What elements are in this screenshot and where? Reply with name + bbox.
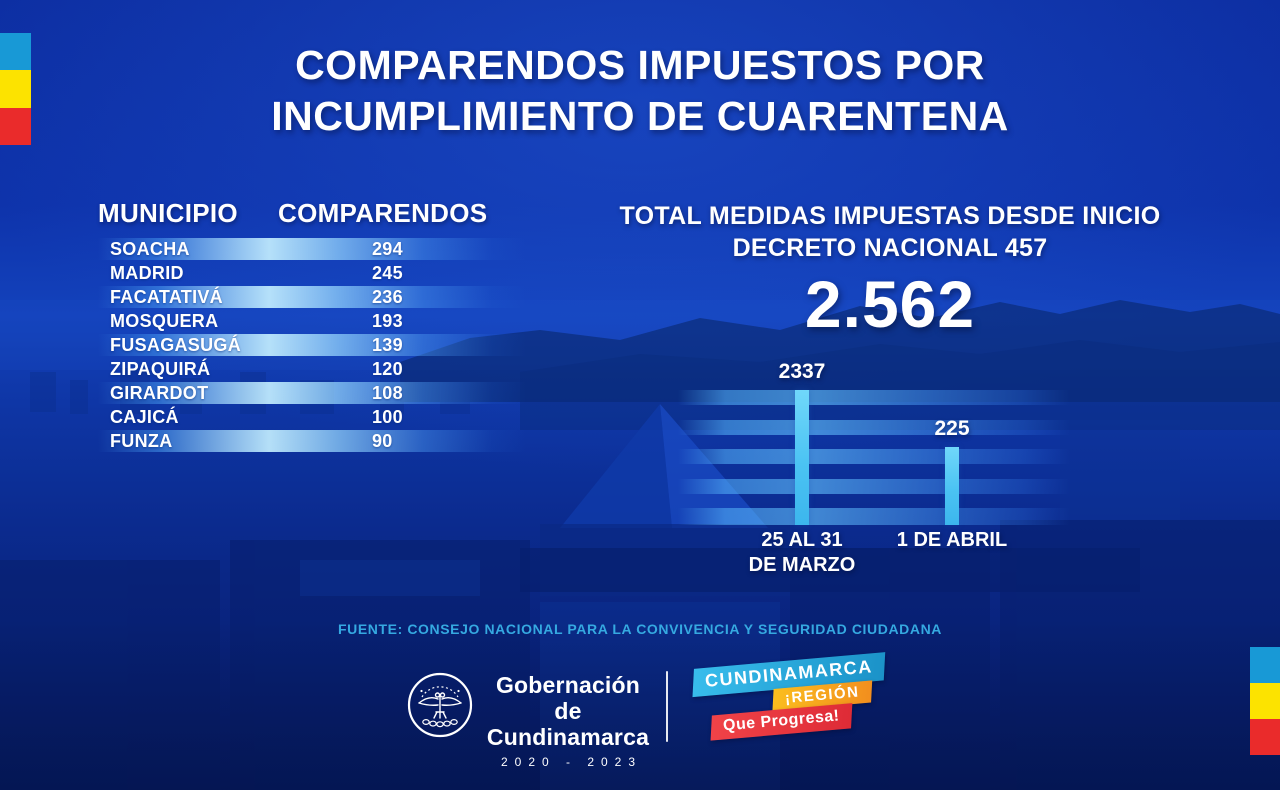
gobernacion-wordmark: Gobernación de Cundinamarca 2020 - 2023 [482, 672, 654, 769]
total-title-line2: DECRETO NACIONAL 457 [732, 234, 1048, 262]
municipality-name: MADRID [110, 262, 184, 283]
source-credit: FUENTE: CONSEJO NACIONAL PARA LA CONVIVE… [337, 621, 943, 637]
cundinamarca-flag-bottom-right [1250, 647, 1280, 755]
table-row: MADRID 245 [98, 261, 522, 285]
footer-divider [666, 671, 668, 742]
cundinamarca-flag-top-left [0, 33, 31, 145]
total-number: 2.562 [804, 267, 976, 341]
municipality-value: 100 [372, 406, 403, 427]
table-row: MOSQUERA 193 [98, 309, 522, 333]
municipality-value: 108 [372, 382, 403, 403]
gridline-stripe [678, 508, 1070, 525]
table-header: MUNICIPIO COMPARENDOS [98, 198, 522, 229]
municipality-value: 236 [372, 286, 403, 307]
municipality-value: 245 [372, 262, 403, 283]
total-measures-panel: TOTAL MEDIDAS IMPUESTAS DESDE INICIO DEC… [592, 200, 1188, 338]
column-header-comparendos: COMPARENDOS [278, 198, 488, 228]
flag-stripe-yellow [0, 70, 31, 108]
flag-stripe-red [1250, 719, 1280, 755]
gobernacion-seal-icon [407, 672, 473, 743]
municipality-name: FUNZA [110, 430, 173, 451]
bar-value-label: 2337 [778, 360, 826, 383]
municipality-name: FACATATIVÁ [110, 286, 223, 307]
gridline-stripe [678, 479, 1070, 494]
gobernacion-period: 2020 - 2023 [500, 755, 643, 769]
category-label-1-de-abril: 1 DE ABRIL [896, 529, 1008, 551]
municipality-value: 294 [372, 238, 403, 259]
municipality-value: 120 [372, 358, 403, 379]
municipality-name: ZIPAQUIRÁ [110, 358, 211, 379]
table-row: FUNZA 90 [98, 429, 526, 453]
municipality-value: 90 [372, 430, 393, 451]
gobernacion-line2: Cundinamarca [486, 724, 650, 750]
municipality-name: GIRARDOT [110, 382, 209, 403]
bar-1-de-abril [945, 447, 959, 525]
table-row: FACATATIVÁ 236 [98, 285, 526, 309]
category-label-25-al-31-de-marzo: 25 AL 31 DE MARZO [748, 529, 856, 576]
gridline-stripe [678, 449, 1070, 464]
municipality-table: MUNICIPIO COMPARENDOS SOACHA 294 MADRID … [98, 198, 526, 453]
bar-chart: 2337 225 25 AL 31 DE MARZO 1 DE ABRIL [660, 358, 1090, 588]
municipality-name: CAJICÁ [110, 406, 179, 427]
flag-stripe-yellow [1250, 683, 1280, 719]
table-row: GIRARDOT 108 [98, 381, 526, 405]
page-title: COMPARENDOS IMPUESTOS POR INCUMPLIMIENTO… [0, 40, 1280, 142]
municipality-name: SOACHA [110, 238, 190, 259]
municipality-name: FUSAGASUGÁ [110, 334, 242, 355]
bar-value-label: 225 [934, 417, 970, 440]
municipality-name: MOSQUERA [110, 310, 219, 331]
flag-stripe-red [0, 107, 31, 145]
flag-stripe-blue [0, 33, 31, 71]
gridline-stripe [678, 420, 1070, 435]
municipality-value: 193 [372, 310, 403, 331]
page-title-line1: COMPARENDOS IMPUESTOS POR [295, 42, 985, 88]
page-title-line2: INCUMPLIMIENTO DE CUARENTENA [271, 93, 1009, 139]
table-row: CAJICÁ 100 [98, 405, 522, 429]
table-row: SOACHA 294 [98, 237, 526, 261]
gridline-stripe [678, 390, 1070, 405]
flag-stripe-blue [1250, 647, 1280, 683]
chart-gridline-stripes [678, 390, 1070, 525]
total-title-line1: TOTAL MEDIDAS IMPUESTAS DESDE INICIO [619, 202, 1161, 230]
bar-25-al-31-de-marzo [795, 390, 809, 525]
municipality-value: 139 [372, 334, 403, 355]
column-header-municipio: MUNICIPIO [98, 198, 238, 228]
gobernacion-line1: Gobernación de [495, 672, 641, 724]
table-row: FUSAGASUGÁ 139 [98, 333, 526, 357]
table-row: ZIPAQUIRÁ 120 [98, 357, 522, 381]
